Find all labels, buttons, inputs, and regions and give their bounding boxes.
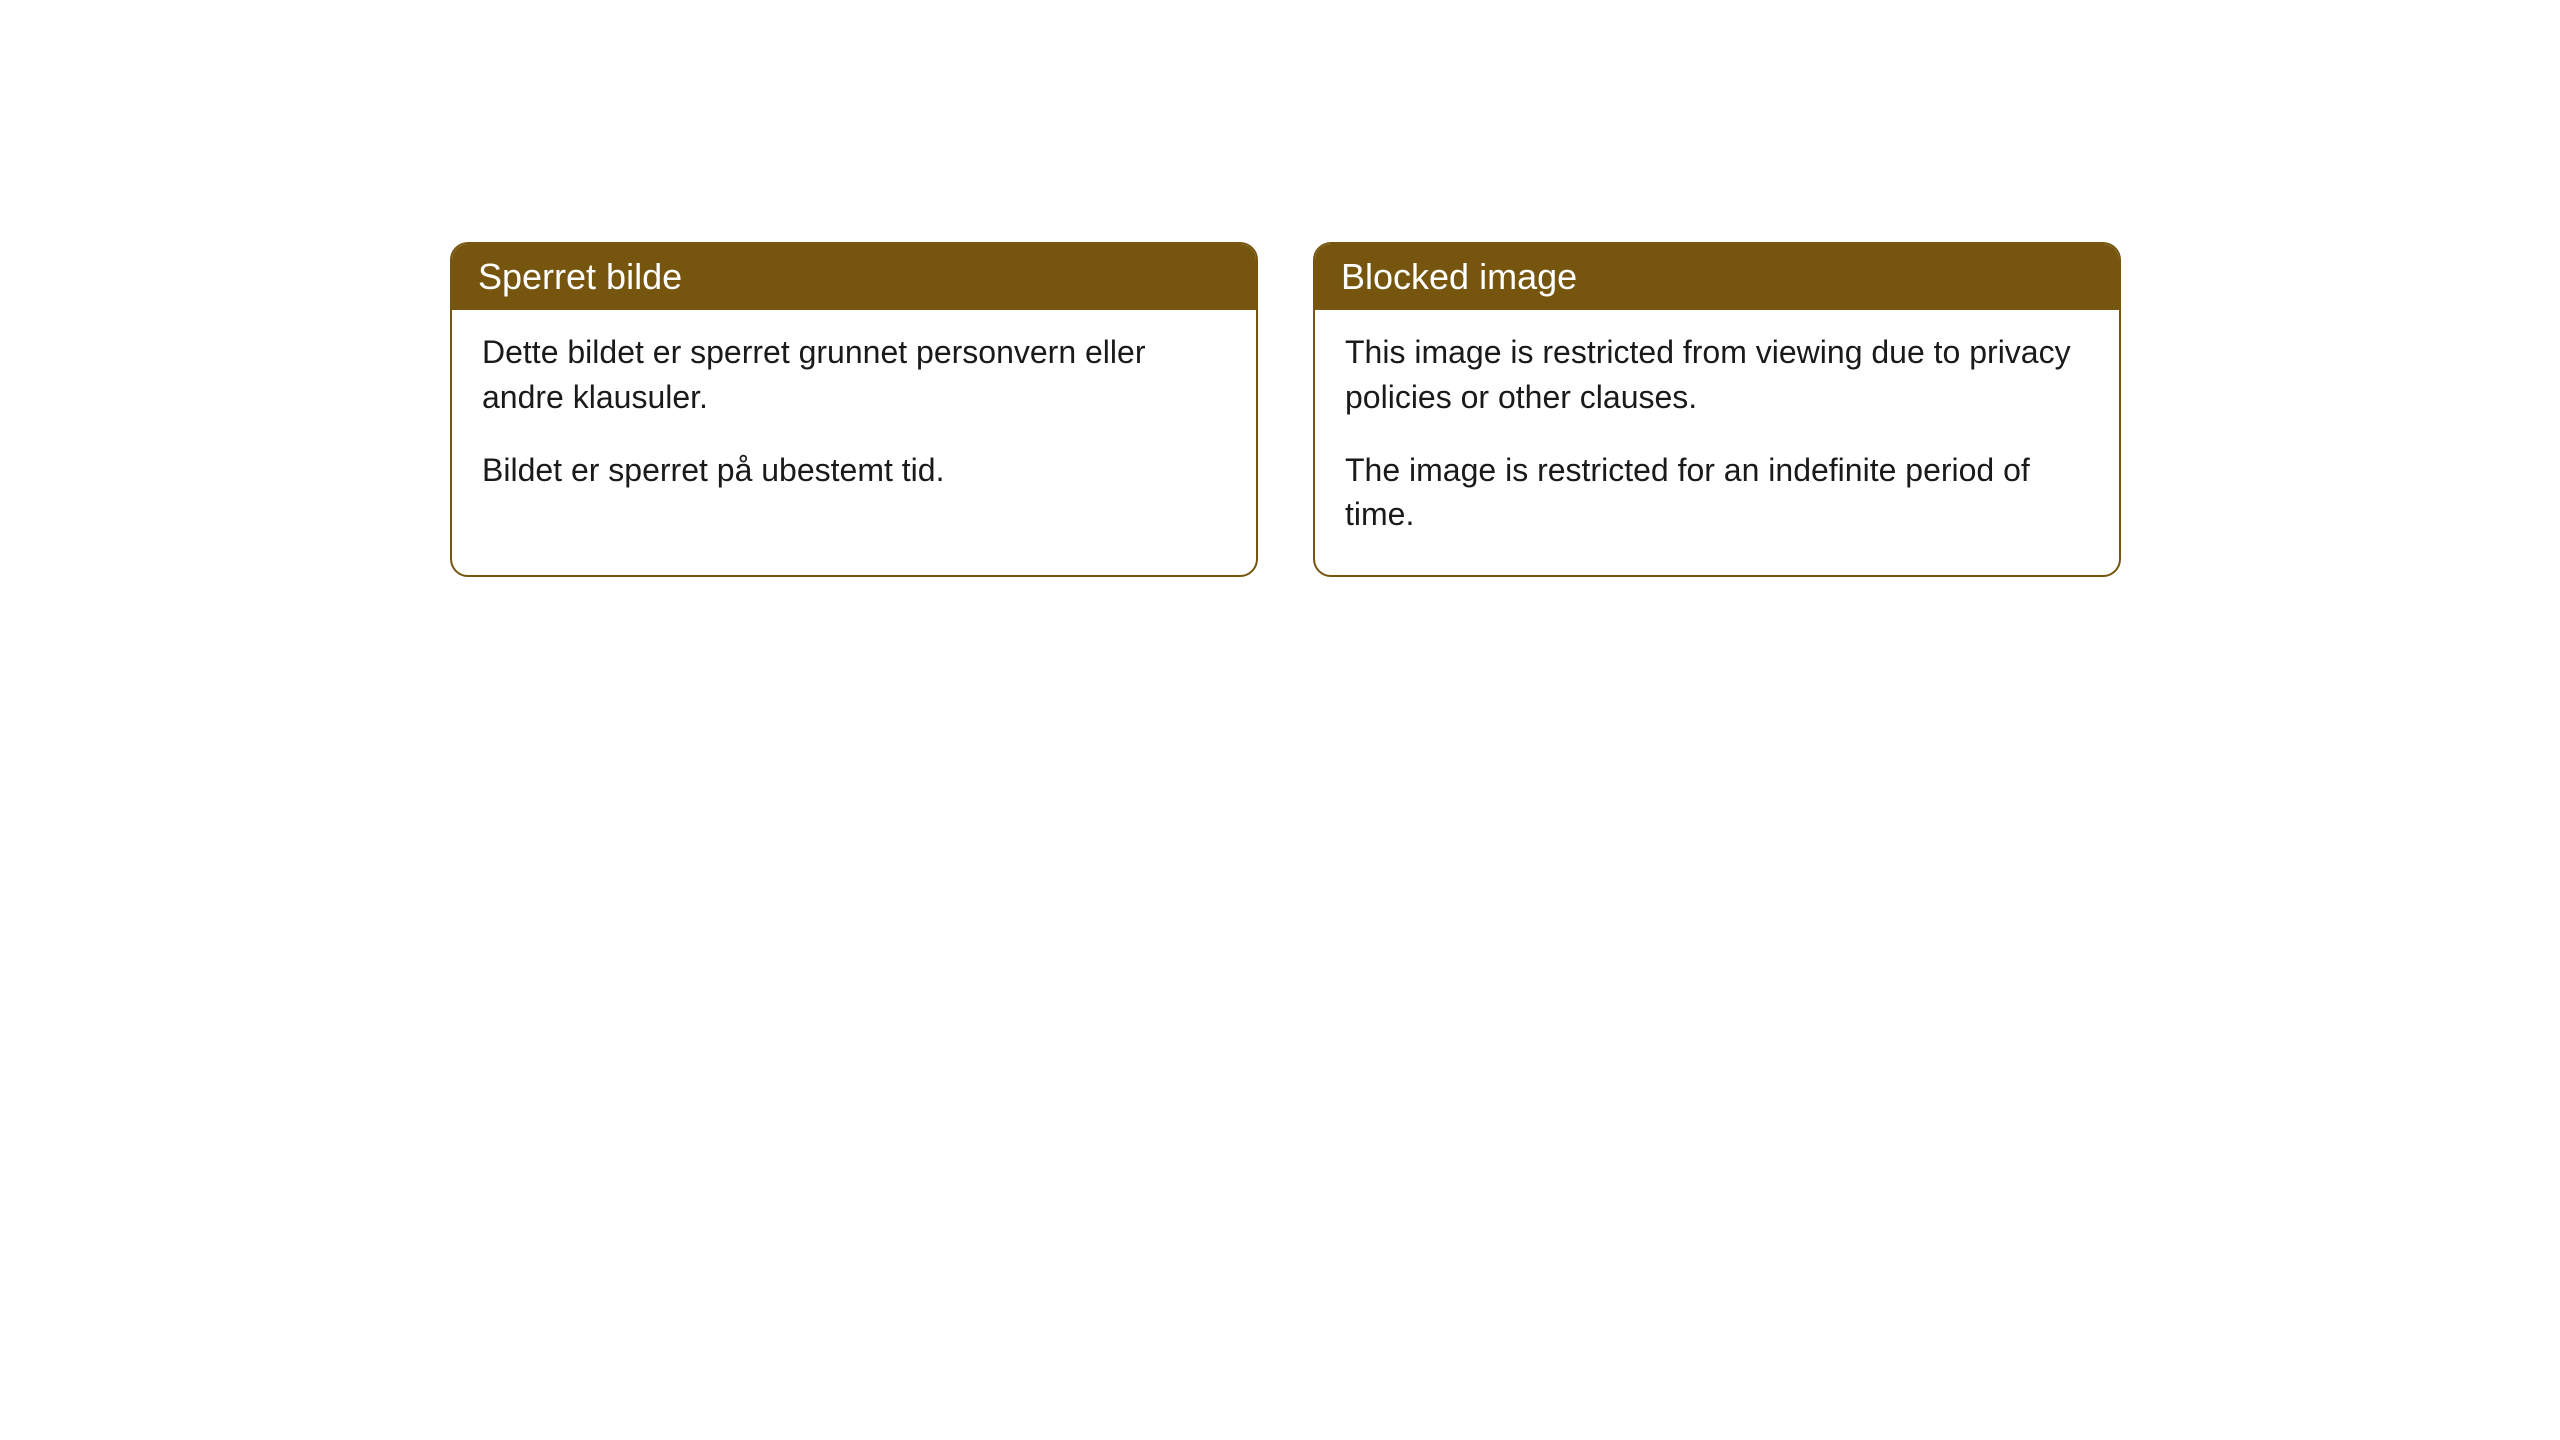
- card-body: Dette bildet er sperret grunnet personve…: [452, 310, 1256, 530]
- cards-container: Sperret bilde Dette bildet er sperret gr…: [450, 242, 2121, 577]
- card-header: Blocked image: [1315, 244, 2119, 310]
- card-paragraph: This image is restricted from viewing du…: [1345, 330, 2089, 420]
- blocked-image-card-english: Blocked image This image is restricted f…: [1313, 242, 2121, 577]
- card-paragraph: Dette bildet er sperret grunnet personve…: [482, 330, 1226, 420]
- card-header: Sperret bilde: [452, 244, 1256, 310]
- blocked-image-card-norwegian: Sperret bilde Dette bildet er sperret gr…: [450, 242, 1258, 577]
- card-paragraph: Bildet er sperret på ubestemt tid.: [482, 448, 1226, 493]
- card-paragraph: The image is restricted for an indefinit…: [1345, 448, 2089, 538]
- card-title: Blocked image: [1341, 256, 1577, 297]
- card-title: Sperret bilde: [478, 256, 682, 297]
- card-body: This image is restricted from viewing du…: [1315, 310, 2119, 575]
